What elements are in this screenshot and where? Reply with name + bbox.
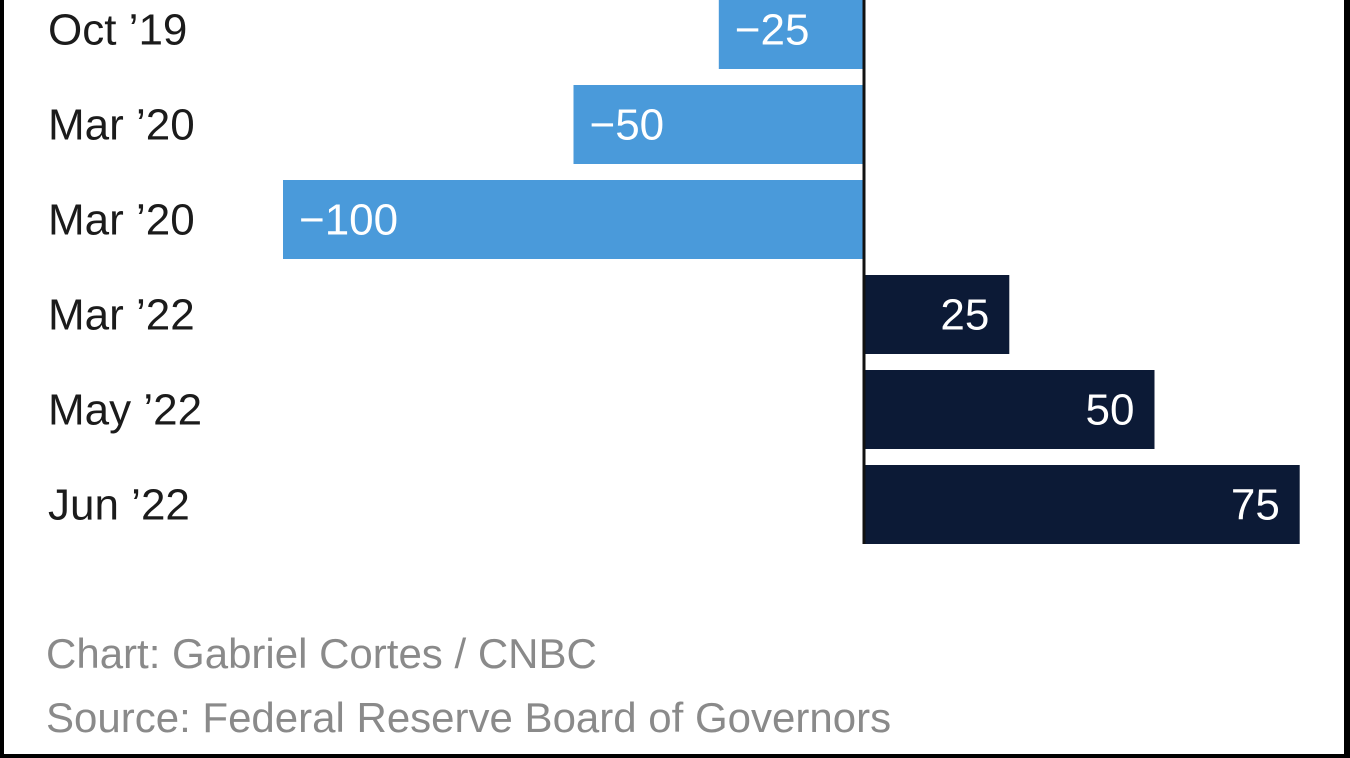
bar-1 bbox=[573, 85, 864, 164]
category-label-2: Mar ’20 bbox=[48, 196, 195, 245]
value-label-0: −25 bbox=[735, 6, 810, 55]
value-label-5: 75 bbox=[1231, 481, 1280, 530]
value-label-1: −50 bbox=[590, 101, 665, 150]
bar-4 bbox=[864, 370, 1155, 449]
category-label-3: Mar ’22 bbox=[48, 291, 195, 340]
value-label-3: 25 bbox=[940, 291, 989, 340]
value-label-2: −100 bbox=[299, 196, 398, 245]
category-label-5: Jun ’22 bbox=[48, 481, 190, 530]
bar-5 bbox=[864, 465, 1300, 544]
chart-credit: Chart: Gabriel Cortes / CNBC bbox=[46, 630, 597, 677]
category-label-1: Mar ’20 bbox=[48, 101, 195, 150]
category-labels: Oct ’19 Mar ’20 Mar ’20 Mar ’22 May ’22 Jun ’… bbox=[48, 6, 202, 530]
bars-group bbox=[283, 0, 1300, 544]
category-label-4: May ’22 bbox=[48, 386, 202, 435]
chart-source: Source: Federal Reserve Board of Governo… bbox=[46, 694, 892, 741]
bar-2 bbox=[283, 180, 864, 259]
category-label-0: Oct ’19 bbox=[48, 6, 187, 55]
value-labels: −25 −50 −100 25 50 75 bbox=[299, 6, 1280, 530]
value-label-4: 50 bbox=[1086, 386, 1135, 435]
bar-0 bbox=[718, 0, 865, 69]
bar-3 bbox=[864, 275, 1010, 354]
